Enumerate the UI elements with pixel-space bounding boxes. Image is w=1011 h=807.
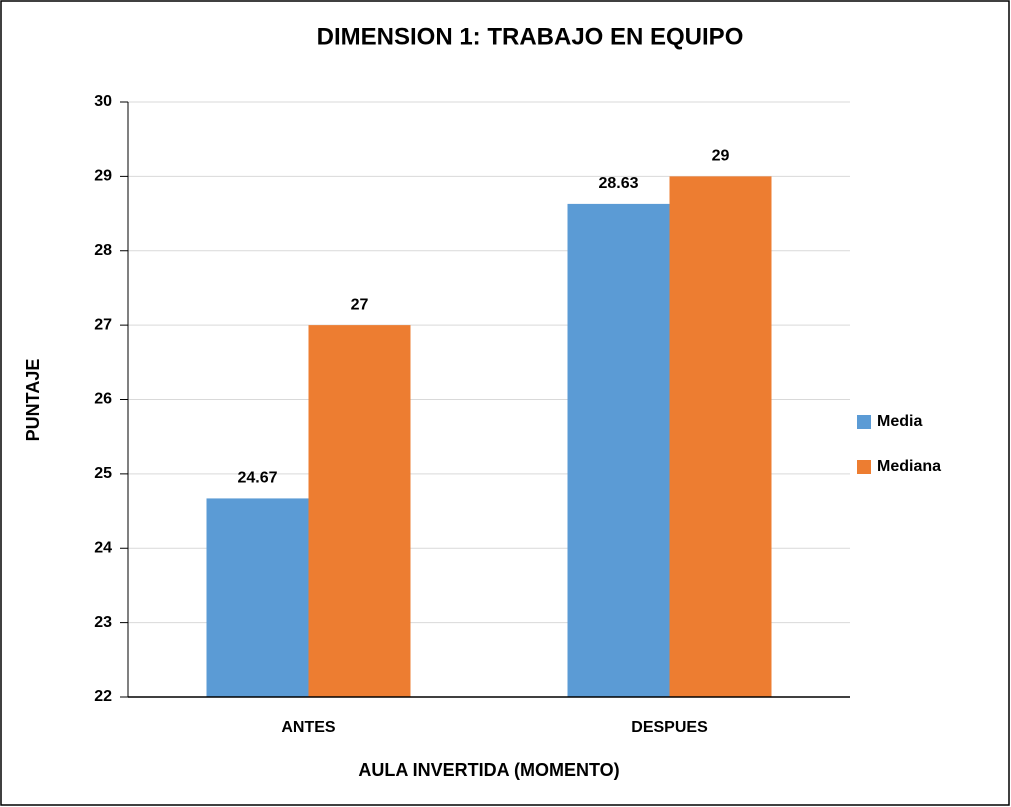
y-axis-label: PUNTAJE [23,359,43,442]
y-tick-label: 27 [94,316,112,333]
x-axis-label: AULA INVERTIDA (MOMENTO) [358,760,619,780]
bar [669,176,772,697]
legend-label: Media [877,413,922,430]
legend-swatch [857,415,871,429]
y-tick-label: 24 [94,539,112,556]
y-tick-label: 29 [94,168,112,185]
y-tick-label: 25 [94,465,112,482]
y-tick-label: 26 [94,391,112,408]
bar [567,203,670,698]
y-tick-label: 30 [94,93,112,110]
y-tick-label: 23 [94,614,112,631]
chart-title: DIMENSION 1: TRABAJO EN EQUIPO [317,23,744,50]
data-label: 29 [712,148,730,165]
bar [308,325,411,697]
x-tick-label: ANTES [281,719,336,736]
data-label: 27 [351,296,369,313]
legend-label: Mediana [877,458,941,475]
y-tick-label: 28 [94,242,112,259]
x-tick-label: DESPUES [631,719,708,736]
bar [206,498,309,697]
legend-swatch [857,460,871,474]
data-label: 24.67 [237,470,277,487]
data-label: 28.63 [598,175,638,192]
y-tick-label: 22 [94,688,112,705]
